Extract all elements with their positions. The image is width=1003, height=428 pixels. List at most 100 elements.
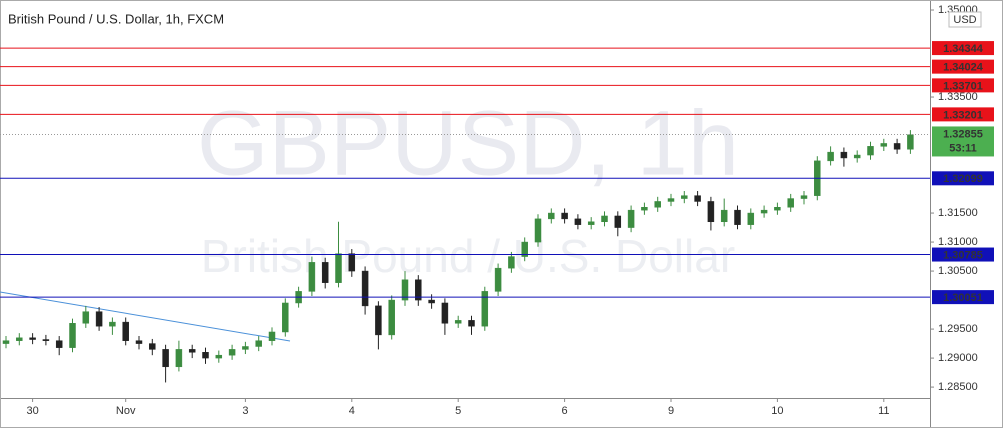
currency-box — [948, 11, 982, 28]
candle-body — [162, 349, 169, 368]
candle-body — [82, 311, 90, 324]
candle-body — [255, 340, 262, 347]
candle-body — [707, 201, 715, 223]
y-tick-label: 1.31500 — [938, 207, 978, 219]
candle-body — [534, 218, 542, 243]
x-tick-label: 5 — [455, 405, 461, 417]
trend-line — [0, 291, 291, 342]
support-label-box — [932, 171, 994, 186]
candle-body — [215, 354, 223, 359]
candle-body — [388, 299, 395, 336]
candle-body — [122, 321, 129, 341]
candle-body — [907, 134, 914, 150]
candle-body — [468, 320, 475, 327]
candle-body — [508, 256, 515, 269]
support-label-box — [932, 290, 994, 305]
candle-body — [481, 291, 489, 327]
resistance-label-box — [932, 78, 994, 93]
candle-body — [494, 267, 502, 292]
candle-body — [561, 212, 568, 220]
last-price-box — [932, 126, 994, 157]
candle-body — [29, 337, 36, 340]
x-tick-label: 6 — [562, 405, 568, 417]
candle-body — [747, 212, 755, 225]
candle-body — [694, 195, 701, 202]
y-tick-label: 1.31000 — [938, 236, 978, 248]
candle-body — [335, 253, 342, 283]
support-label: 1.30051 — [943, 292, 983, 304]
candle-body — [361, 270, 369, 307]
resistance-label-box — [932, 41, 994, 56]
x-tick-label: 3 — [242, 405, 248, 417]
y-tick-label: 1.30500 — [938, 265, 978, 277]
candle-body — [268, 331, 276, 341]
candle-body — [800, 195, 808, 199]
candle-body — [827, 151, 834, 162]
candle-body — [867, 146, 874, 156]
support-label: 1.30785 — [943, 249, 983, 261]
y-tick-label: 1.28500 — [938, 381, 978, 393]
candle-body — [16, 337, 23, 341]
candle-body — [149, 343, 156, 350]
candle-body — [521, 241, 528, 257]
candle-body — [587, 221, 595, 225]
x-tick-label: 4 — [349, 405, 355, 417]
candle-body — [42, 339, 50, 341]
candle-body — [641, 207, 648, 211]
plot: 1.28500 1.29000 1.29500 1.30500 1.31000 1.315… — [0, 4, 994, 417]
resistance-label-box — [932, 59, 994, 74]
x-tick-label: 11 — [878, 405, 889, 417]
candle-body — [69, 323, 76, 348]
x-tick-label: 9 — [668, 405, 674, 417]
candle-body — [321, 262, 329, 283]
candle-body — [601, 215, 608, 223]
candle-body — [627, 209, 635, 228]
resistance-label: 1.33701 — [943, 80, 983, 92]
x-tick-label: 30 — [26, 405, 38, 417]
watermark-name: British Pound / U.S. Dollar — [201, 230, 735, 282]
resistance-label: 1.34024 — [943, 62, 984, 74]
watermark-symbol: GBPUSD, 1h — [197, 92, 739, 194]
currency: USD — [953, 14, 976, 26]
chart-title: British Pound / U.S. Dollar, 1h, FXCM — [8, 11, 224, 26]
last-price-label: 1.32855 — [943, 128, 983, 140]
candle-body — [454, 320, 462, 324]
resistance-label: 1.34344 — [943, 43, 984, 55]
candle-body — [415, 279, 422, 301]
candle-body — [202, 352, 209, 359]
resistance-label: 1.33201 — [943, 109, 983, 121]
candle-body — [760, 209, 768, 214]
y-tick-label: 1.33500 — [938, 91, 978, 103]
candle-body — [135, 340, 143, 344]
resistance-label-box — [932, 107, 994, 122]
countdown: 53:11 — [949, 142, 977, 154]
candle-body — [428, 299, 435, 304]
candle-body — [853, 154, 861, 159]
x-tick-label: Nov — [116, 405, 136, 417]
candle-body — [242, 346, 249, 350]
candle-body — [375, 305, 382, 336]
candle-body — [667, 198, 675, 202]
candle-body — [308, 262, 316, 292]
candle-body — [2, 340, 10, 344]
y-tick-label: 1.29000 — [938, 352, 978, 364]
candle-body — [681, 195, 688, 199]
candle-body — [95, 311, 103, 327]
candle-body — [548, 212, 555, 220]
candle-body — [441, 302, 449, 324]
candle-body — [282, 302, 289, 333]
support-label: 1.32099 — [943, 173, 983, 185]
candle-body — [228, 349, 236, 356]
candle-body — [401, 279, 409, 301]
candle-body — [893, 143, 901, 150]
candle-body — [720, 209, 728, 223]
candle-body — [188, 349, 196, 353]
candle-body — [787, 198, 794, 208]
candle-body — [880, 143, 888, 147]
candle-body — [734, 209, 741, 225]
candle-body — [348, 253, 356, 272]
x-tick-label: 10 — [771, 405, 783, 417]
candle-body — [774, 207, 781, 211]
candle-body — [55, 340, 63, 348]
